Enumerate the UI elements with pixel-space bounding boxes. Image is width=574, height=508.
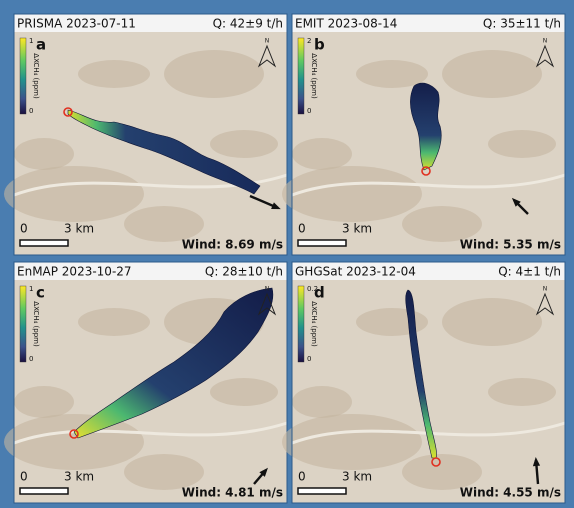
terrain-patch xyxy=(488,378,556,406)
emission-rate: Q: 4±1 t/h xyxy=(498,265,561,279)
terrain-patch xyxy=(282,414,422,470)
terrain-patch xyxy=(78,60,150,88)
sensor-date: EnMAP 2023-10-27 xyxy=(17,265,132,279)
terrain-patch xyxy=(164,50,264,98)
scale-start: 0 xyxy=(20,222,28,236)
scale-bar xyxy=(298,488,346,494)
figure: PRISMA 2023-07-11Q: 42±9 t/ha10ΔXCH₄ (pp… xyxy=(0,0,574,504)
wind-speed: Wind: 8.69 m/s xyxy=(182,238,283,252)
colorbar-tick: 0 xyxy=(29,107,33,115)
north-label: N xyxy=(543,38,548,45)
colorbar xyxy=(298,38,304,114)
emission-rate: Q: 28±10 t/h xyxy=(205,265,283,279)
panel: EMIT 2023-08-14 Q: 35±11 t/h b2 0 ΔXCH₄ (ppm… xyxy=(282,14,565,255)
colorbar-label: ΔXCH₄ (ppm) xyxy=(310,301,318,347)
terrain-patch xyxy=(4,166,144,222)
terrain-patch xyxy=(210,130,278,158)
colorbar-label: ΔXCH₄ (ppm) xyxy=(32,53,40,99)
terrain-patch xyxy=(14,386,74,418)
north-label: N xyxy=(543,286,548,293)
terrain-patch xyxy=(488,130,556,158)
scale-start: 0 xyxy=(298,222,306,236)
scale-end: 3 km xyxy=(64,222,94,236)
scale-end: 3 km xyxy=(342,222,372,236)
terrain-patch xyxy=(4,414,144,470)
scale-bar xyxy=(20,488,68,494)
colorbar xyxy=(298,286,304,362)
north-label: N xyxy=(265,286,270,293)
scale-bar xyxy=(20,240,68,246)
north-label: N xyxy=(265,38,270,45)
colorbar-tick: 0 xyxy=(29,355,33,363)
sensor-date: PRISMA 2023-07-11 xyxy=(17,17,136,31)
panel-letter: b xyxy=(314,36,325,54)
terrain-patch xyxy=(442,298,542,346)
emission-rate: Q: 35±11 t/h xyxy=(483,17,561,31)
terrain-patch xyxy=(356,60,428,88)
scale-end: 3 km xyxy=(342,470,372,484)
colorbar-tick: 0 xyxy=(307,355,311,363)
wind-speed: Wind: 4.55 m/s xyxy=(460,486,561,500)
scale-start: 0 xyxy=(298,470,306,484)
panel: PRISMA 2023-07-11 Q: 42±9 t/h a1 0 ΔXCH₄ (pp… xyxy=(4,14,287,255)
scale-start: 0 xyxy=(20,470,28,484)
terrain-patch xyxy=(292,138,352,170)
terrain-patch xyxy=(78,308,150,336)
scale-end: 3 km xyxy=(64,470,94,484)
terrain-patch xyxy=(210,378,278,406)
terrain-patch xyxy=(14,138,74,170)
scale-bar xyxy=(298,240,346,246)
panel: EnMAP 2023-10-27 Q: 28±10 t/h c1 0 ΔXCH₄ (pp… xyxy=(4,262,287,503)
colorbar-tick: 0.2 xyxy=(307,285,318,293)
colorbar-tick: 0 xyxy=(307,107,311,115)
panel-letter: c xyxy=(36,284,45,302)
wind-speed: Wind: 4.81 m/s xyxy=(182,486,283,500)
terrain-patch xyxy=(282,166,422,222)
colorbar-label: ΔXCH₄ (ppm) xyxy=(32,301,40,347)
colorbar-tick: 2 xyxy=(307,37,311,45)
panel-letter: a xyxy=(36,36,46,54)
colorbar-label: ΔXCH₄ (ppm) xyxy=(310,53,318,99)
colorbar xyxy=(20,286,26,362)
colorbar-tick: 1 xyxy=(29,285,33,293)
terrain-patch xyxy=(442,50,542,98)
sensor-date: EMIT 2023-08-14 xyxy=(295,17,397,31)
colorbar-tick: 1 xyxy=(29,37,33,45)
sensor-date: GHGSat 2023-12-04 xyxy=(295,265,416,279)
wind-speed: Wind: 5.35 m/s xyxy=(460,238,561,252)
colorbar xyxy=(20,38,26,114)
terrain-patch xyxy=(292,386,352,418)
terrain-patch xyxy=(356,308,428,336)
emission-rate: Q: 42±9 t/h xyxy=(213,17,283,31)
